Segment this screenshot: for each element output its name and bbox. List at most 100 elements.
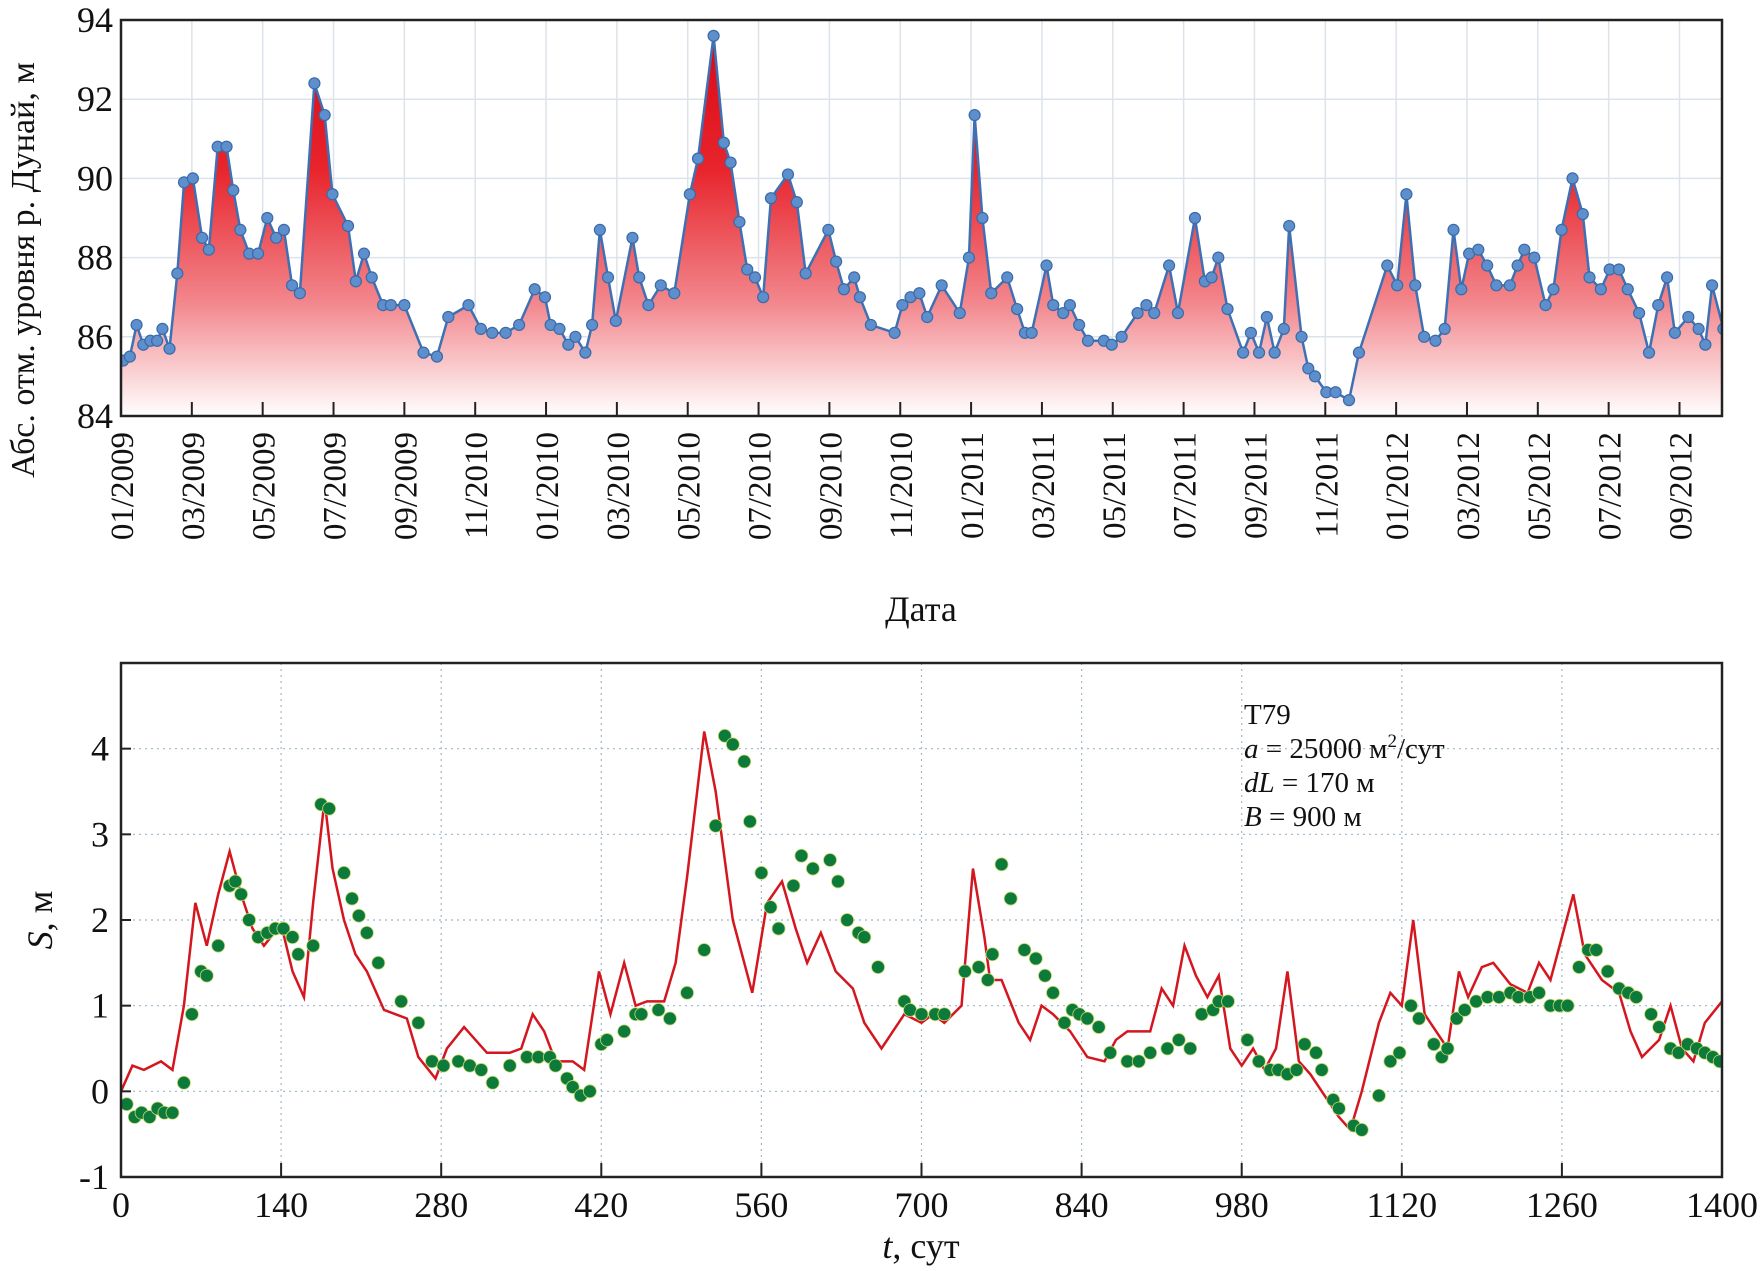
data-point [668, 287, 681, 300]
data-point [562, 338, 575, 351]
observed-point [1297, 1037, 1312, 1052]
data-point [1063, 299, 1077, 312]
x-tick-label: 03/2012 [1451, 432, 1487, 540]
observed-point [436, 1058, 451, 1073]
data-point [1105, 338, 1118, 351]
x-tick-label: 11/2011 [1309, 432, 1345, 538]
data-point [593, 223, 606, 236]
x-tick-label: 560 [734, 1185, 788, 1225]
x-axis-units: , сут [892, 1226, 960, 1266]
data-point [123, 350, 136, 363]
observed-point [548, 1058, 563, 1073]
data-point [293, 287, 306, 300]
observed-point [717, 728, 732, 743]
data-point [626, 231, 639, 244]
annotation-well: T79 [1244, 699, 1291, 731]
y-axis-units: , м [20, 891, 60, 932]
x-tick-label: 1120 [1366, 1185, 1437, 1225]
data-point [1717, 322, 1722, 335]
observed-point [805, 861, 820, 876]
plot-frame [119, 18, 1724, 418]
data-point [1131, 306, 1144, 320]
data-point [968, 108, 981, 122]
series-group [121, 728, 1722, 1137]
data-point [1057, 306, 1070, 320]
data-point [513, 318, 526, 332]
data-point [1295, 330, 1308, 343]
observed-point [1629, 990, 1644, 1004]
data-point [935, 279, 948, 292]
data-point [186, 172, 200, 185]
x-axis-var: t [882, 1226, 893, 1266]
data-point [1237, 346, 1250, 359]
data-point [1481, 259, 1494, 272]
data-point [741, 263, 754, 276]
data-point [707, 29, 720, 42]
data-point [830, 255, 843, 268]
data-point [318, 108, 331, 122]
y-tick-label: 1 [91, 986, 109, 1026]
observed-point [1143, 1045, 1158, 1060]
y-tick-label: 3 [91, 814, 109, 854]
observed-point [725, 737, 740, 752]
y-tick-label: 84 [77, 396, 113, 436]
observed-point [322, 801, 337, 816]
observed-point [1404, 998, 1418, 1013]
data-point [864, 318, 877, 332]
data-point [365, 271, 378, 284]
x-tick-label: 03/2010 [601, 432, 637, 540]
data-point [1148, 306, 1161, 320]
observed-point [185, 1007, 199, 1022]
drawdown-chart: 0 140 280 420 560 700 840 980 1120 1260 1400-10123… [20, 661, 1758, 1266]
observed-point [276, 921, 291, 936]
data-point [609, 314, 622, 328]
x-tick-label: 03/2009 [176, 432, 212, 540]
data-point [1011, 302, 1024, 316]
observed-point [1449, 1011, 1464, 1026]
y-tick-label: -1 [79, 1157, 109, 1197]
x-tick-label: 03/2011 [1026, 432, 1062, 539]
data-point [130, 318, 143, 332]
x-tick-label: 05/2012 [1522, 432, 1558, 540]
data-point [234, 223, 247, 236]
data-point [569, 330, 582, 343]
data-point [1391, 279, 1404, 292]
data-point [196, 231, 209, 244]
observed-point [1354, 1122, 1369, 1137]
data-point [853, 291, 866, 304]
y-tick-label: 88 [77, 238, 113, 278]
data-point [1188, 211, 1202, 225]
x-tick-label: 1400 [1686, 1185, 1758, 1225]
data-point [1503, 279, 1516, 292]
y-tick-label: 92 [77, 79, 113, 119]
data-point [285, 279, 299, 292]
data-point [1400, 188, 1413, 201]
observed-point [1372, 1088, 1386, 1103]
parameter-annotation: T79 a = 25000 м2/сут dL = 170 м B = 900 … [1244, 699, 1445, 833]
observed-point [871, 960, 885, 975]
observed-point [306, 938, 321, 953]
data-point [781, 168, 795, 181]
observed-point [1160, 1041, 1175, 1056]
observed-point [937, 1007, 952, 1022]
observed-point [1221, 994, 1235, 1009]
x-tick-label: 07/2011 [1168, 432, 1204, 539]
observed-point [985, 947, 1000, 962]
observed-point [1560, 998, 1575, 1013]
observed-point [1440, 1041, 1455, 1056]
observed-point [1457, 1003, 1472, 1017]
observed-point [1131, 1054, 1146, 1069]
y-tick-label: 4 [91, 729, 109, 769]
data-point [1352, 346, 1366, 359]
data-point [1518, 243, 1531, 256]
data-point [601, 271, 615, 284]
observed-point [794, 848, 809, 863]
observed-point [1183, 1041, 1198, 1056]
data-point [1642, 346, 1656, 359]
x-tick-label: 1260 [1526, 1185, 1598, 1225]
data-point [1633, 306, 1646, 320]
observed-point [242, 913, 256, 927]
data-point [962, 251, 976, 264]
b-value: = 900 м [1262, 801, 1362, 833]
observed-point [1600, 964, 1615, 979]
